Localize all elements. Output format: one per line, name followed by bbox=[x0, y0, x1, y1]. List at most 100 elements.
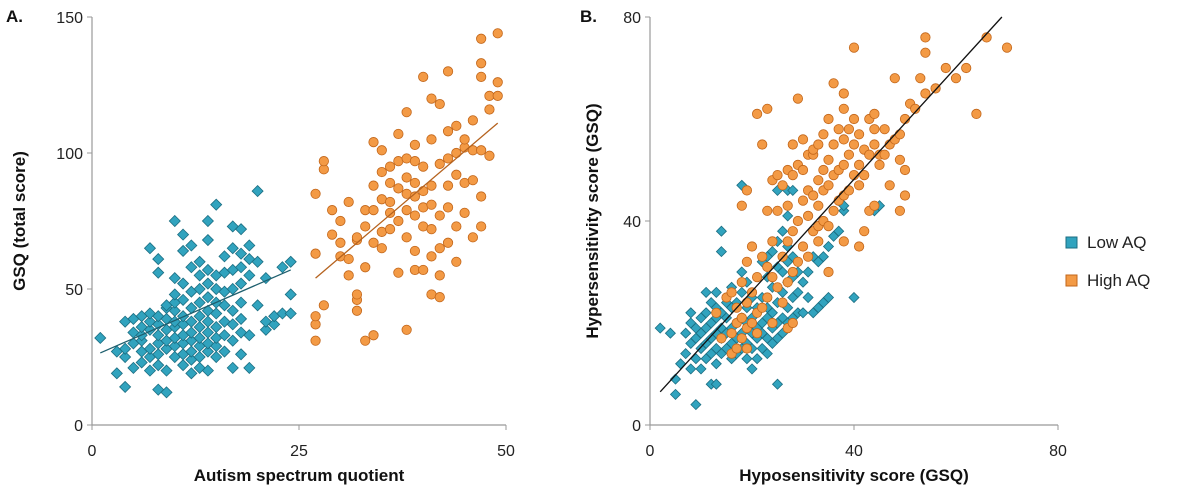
x-tick-label: 50 bbox=[497, 443, 515, 460]
panel-a-x-axis-title: Autism spectrum quotient bbox=[194, 466, 405, 485]
high-aq-point bbox=[401, 172, 412, 183]
high-aq-point bbox=[741, 297, 753, 308]
low-aq-point bbox=[690, 399, 702, 411]
low-aq-point bbox=[193, 331, 206, 345]
low-aq-point bbox=[193, 296, 206, 309]
low-aq-point bbox=[817, 251, 829, 263]
high-aq-point bbox=[418, 185, 429, 197]
high-aq-point bbox=[476, 221, 487, 232]
high-aq-point bbox=[476, 145, 487, 156]
high-aq-point bbox=[442, 66, 454, 77]
panel-a: A. 0 50 100 150 0 25 50 Autism spectrum quoti… bbox=[6, 7, 515, 485]
high-aq-point bbox=[310, 248, 321, 259]
panel-b-x-axis-title: Hyposensitivity score (GSQ) bbox=[739, 466, 969, 485]
high-aq-point bbox=[792, 93, 804, 104]
low-aq-point bbox=[751, 353, 763, 365]
low-aq-point bbox=[201, 315, 214, 328]
y-tick-label: 100 bbox=[56, 146, 83, 163]
low-aq-point bbox=[201, 364, 214, 377]
high-aq-point bbox=[731, 343, 742, 354]
low-aq-point bbox=[802, 291, 814, 304]
low-aq-point bbox=[210, 340, 223, 353]
low-aq-point bbox=[276, 307, 289, 320]
low-aq-point bbox=[193, 350, 206, 364]
high-aq-point bbox=[787, 226, 798, 237]
high-aq-point bbox=[894, 205, 906, 216]
low-aq-point bbox=[654, 322, 666, 334]
high-aq-point bbox=[797, 195, 809, 206]
high-aq-point bbox=[327, 205, 338, 216]
high-aq-point bbox=[751, 271, 763, 283]
low-aq-point bbox=[243, 329, 256, 342]
high-aq-point bbox=[335, 215, 346, 227]
high-aq-point bbox=[442, 237, 454, 248]
high-aq-point bbox=[384, 161, 396, 172]
high-aq-point bbox=[711, 307, 722, 318]
legend-marker-low-aq bbox=[1065, 236, 1078, 249]
panel-b-y-axis-title: Hypersensitivity score (GSQ) bbox=[583, 103, 602, 338]
high-aq-point bbox=[716, 333, 727, 344]
low-aq-point bbox=[193, 255, 206, 268]
low-aq-point bbox=[226, 318, 239, 331]
high-aq-point bbox=[894, 129, 906, 140]
legend-marker-high-aq bbox=[1065, 274, 1078, 287]
low-aq-point bbox=[185, 367, 198, 380]
high-aq-point bbox=[818, 129, 829, 140]
high-aq-point bbox=[920, 88, 931, 99]
high-aq-point bbox=[950, 73, 962, 84]
high-aq-point bbox=[442, 180, 454, 191]
low-aq-point bbox=[201, 214, 214, 228]
high-aq-point bbox=[343, 270, 354, 281]
low-aq-point bbox=[226, 304, 239, 317]
high-aq-point bbox=[859, 226, 870, 237]
low-aq-point bbox=[168, 288, 181, 301]
high-aq-point bbox=[434, 98, 445, 110]
high-aq-point bbox=[376, 166, 387, 178]
high-aq-point bbox=[802, 210, 814, 221]
high-aq-point bbox=[762, 261, 773, 272]
high-aq-point bbox=[318, 156, 329, 167]
low-aq-point bbox=[218, 345, 231, 358]
high-aq-point bbox=[879, 149, 890, 160]
low-aq-point bbox=[94, 331, 107, 345]
low-aq-point bbox=[284, 307, 297, 320]
low-aq-point bbox=[201, 277, 214, 290]
low-aq-point bbox=[185, 345, 198, 358]
high-aq-point bbox=[981, 32, 992, 43]
low-aq-point bbox=[710, 358, 722, 370]
high-aq-point bbox=[787, 139, 798, 150]
high-aq-point bbox=[426, 93, 437, 104]
high-aq-point bbox=[848, 113, 860, 125]
low-aq-point bbox=[284, 255, 297, 268]
high-aq-point bbox=[787, 170, 798, 181]
high-aq-point bbox=[874, 159, 885, 170]
low-aq-point bbox=[226, 361, 239, 374]
high-aq-point bbox=[476, 191, 487, 202]
low-aq-point bbox=[210, 307, 223, 320]
trendline-low-aq bbox=[100, 269, 291, 354]
high-aq-point bbox=[492, 28, 503, 39]
high-aq-point bbox=[792, 256, 804, 267]
low-aq-point bbox=[797, 307, 809, 319]
x-tick-label: 40 bbox=[845, 443, 863, 460]
low-aq-point bbox=[177, 244, 190, 257]
high-aq-point bbox=[442, 126, 454, 137]
high-aq-point bbox=[476, 33, 487, 44]
high-aq-point bbox=[848, 42, 860, 53]
low-aq-point bbox=[822, 240, 835, 253]
high-aq-point bbox=[813, 175, 824, 186]
x-tick-label: 0 bbox=[646, 443, 655, 460]
high-aq-point bbox=[393, 128, 404, 140]
legend: Low AQ High AQ bbox=[1065, 233, 1150, 290]
low-aq-point bbox=[201, 345, 214, 358]
high-aq-point bbox=[772, 170, 783, 181]
low-aq-point bbox=[160, 386, 173, 399]
low-aq-point bbox=[152, 253, 165, 266]
high-aq-point bbox=[384, 207, 396, 218]
high-aq-point bbox=[823, 154, 834, 165]
high-aq-point bbox=[741, 343, 753, 354]
y-tick-label: 80 bbox=[623, 10, 641, 27]
high-aq-point bbox=[409, 156, 421, 167]
high-aq-point bbox=[376, 145, 387, 156]
